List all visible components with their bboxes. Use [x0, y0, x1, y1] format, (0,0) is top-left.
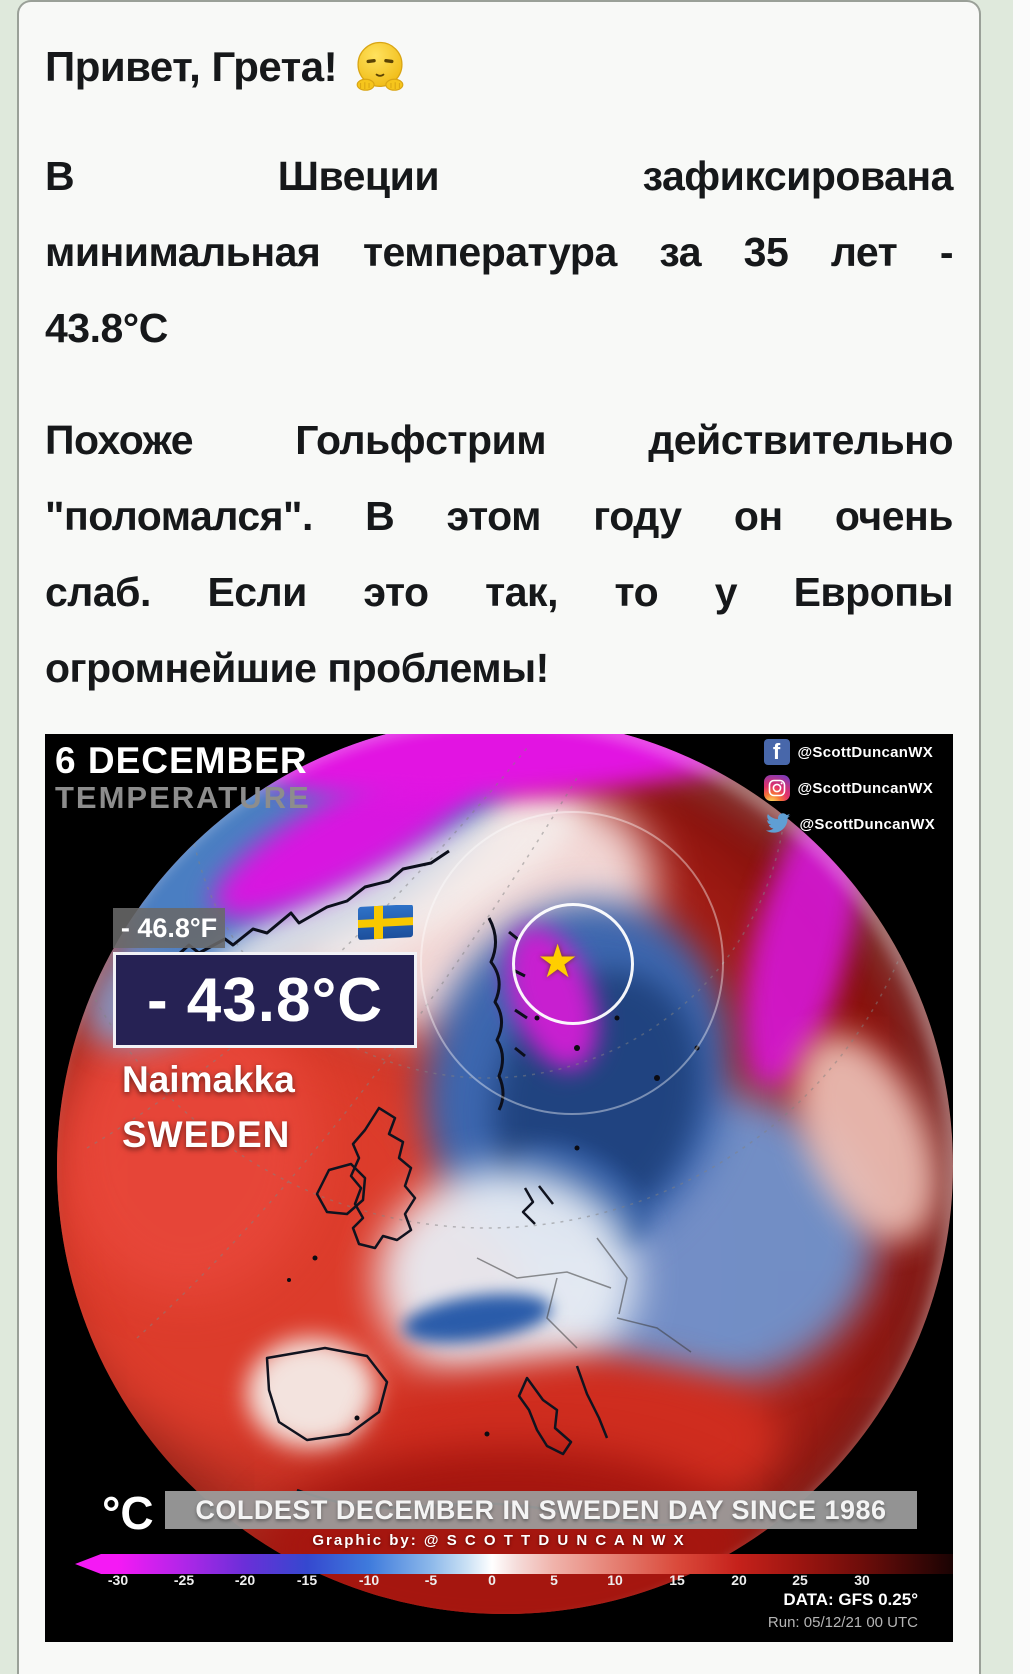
paragraph-temperature-record: В Швеции зафиксирована минимальная темпе… — [45, 138, 954, 366]
paragraph-gulfstream: Похоже Гольфстрим действительно "поломал… — [45, 402, 954, 706]
baltic-cold-region — [489, 1121, 665, 1275]
model-run-label: Run: 05/12/21 00 UTC — [767, 1614, 918, 1631]
text-line: В Швеции зафиксирована — [45, 153, 954, 199]
globe-temperature-map — [57, 734, 953, 1614]
colorbar-tick: -5 — [424, 1572, 438, 1588]
temperature-colorbar — [75, 1554, 953, 1574]
social-handles: f @ScottDuncanWX @ScottDuncanWX — [763, 739, 936, 837]
iberia-mild-region — [247, 1338, 377, 1448]
scale-unit-label: °C — [102, 1487, 154, 1539]
scrollbar[interactable] — [1013, 0, 1030, 1674]
weather-map-image[interactable]: ★ 6 DECEMBER TEMPERATURE f @ScottDuncanW… — [45, 734, 953, 1642]
text-line: "поломался". В этом году он очень — [45, 493, 954, 539]
instagram-icon — [763, 775, 790, 801]
text-line: 43.8°C — [45, 305, 168, 351]
east-europe-cold-region — [517, 1088, 877, 1388]
twitter-handle: @ScottDuncanWX — [799, 815, 935, 833]
caspian-mild-region — [767, 1013, 953, 1263]
hugging-face-emoji — [356, 41, 404, 91]
colorbar-tick: 15 — [669, 1572, 685, 1588]
instagram-handle: @ScottDuncanWX — [797, 779, 933, 797]
colorbar-tick: 20 — [731, 1572, 747, 1588]
facebook-handle: @ScottDuncanWX — [797, 743, 933, 761]
temperature-celsius-box: - 43.8°C — [113, 952, 417, 1048]
location-name: Naimakka — [122, 1059, 295, 1100]
message-heading-row: Привет, Грета! — [45, 40, 953, 94]
graphic-credit: Graphic by: @ S C O T T D U N C A N W X — [312, 1532, 686, 1549]
temperature-fahrenheit-box: - 46.8°F — [113, 908, 225, 948]
colorbar-tick: -25 — [173, 1572, 195, 1588]
text-line: минимальная температура за 35 лет - — [45, 229, 954, 275]
colorbar-tick: -20 — [234, 1572, 256, 1588]
greeting-text: Привет, Грета! — [45, 43, 338, 90]
headline-banner: COLDEST DECEMBER IN SWEDEN DAY SINCE 198… — [165, 1491, 917, 1529]
text-line: слаб. Если это так, то у Европы — [45, 569, 954, 615]
message-card: Привет, Грета! В Швеции зафиксирована ми… — [17, 0, 981, 1674]
facebook-row[interactable]: f @ScottDuncanWX — [763, 739, 936, 765]
location-outer-ring — [420, 811, 724, 1115]
sweden-flag-icon — [358, 905, 413, 940]
colorbar-tick: -10 — [358, 1572, 380, 1588]
colorbar-tick: 5 — [550, 1572, 558, 1588]
data-source-label: DATA: GFS 0.25° — [783, 1590, 918, 1609]
location-ring — [512, 903, 634, 1025]
naimakka-star-marker: ★ — [537, 935, 579, 987]
location-country: SWEDEN — [122, 1114, 291, 1155]
map-title: 6 DECEMBER — [55, 740, 308, 781]
twitter-row[interactable]: @ScottDuncanWX — [764, 811, 936, 837]
colorbar-tick: -30 — [107, 1572, 129, 1588]
twitter-icon — [764, 811, 792, 837]
colorbar-tick: 0 — [488, 1572, 496, 1588]
colorbar-tick: 10 — [607, 1572, 623, 1588]
instagram-row[interactable]: @ScottDuncanWX — [763, 775, 936, 801]
central-europe-neutral-region — [377, 1168, 637, 1388]
alps-cold-region — [399, 1285, 555, 1352]
text-line: Похоже Гольфстрим действительно — [45, 417, 954, 463]
map-subtitle: TEMPERATURE — [55, 780, 311, 815]
colorbar-tick: 25 — [792, 1572, 808, 1588]
text-line: огромнейшие проблемы! — [45, 645, 549, 691]
facebook-icon: f — [763, 739, 790, 765]
colorbar-tick: 30 — [854, 1572, 870, 1588]
colorbar-tick: -15 — [296, 1572, 318, 1588]
